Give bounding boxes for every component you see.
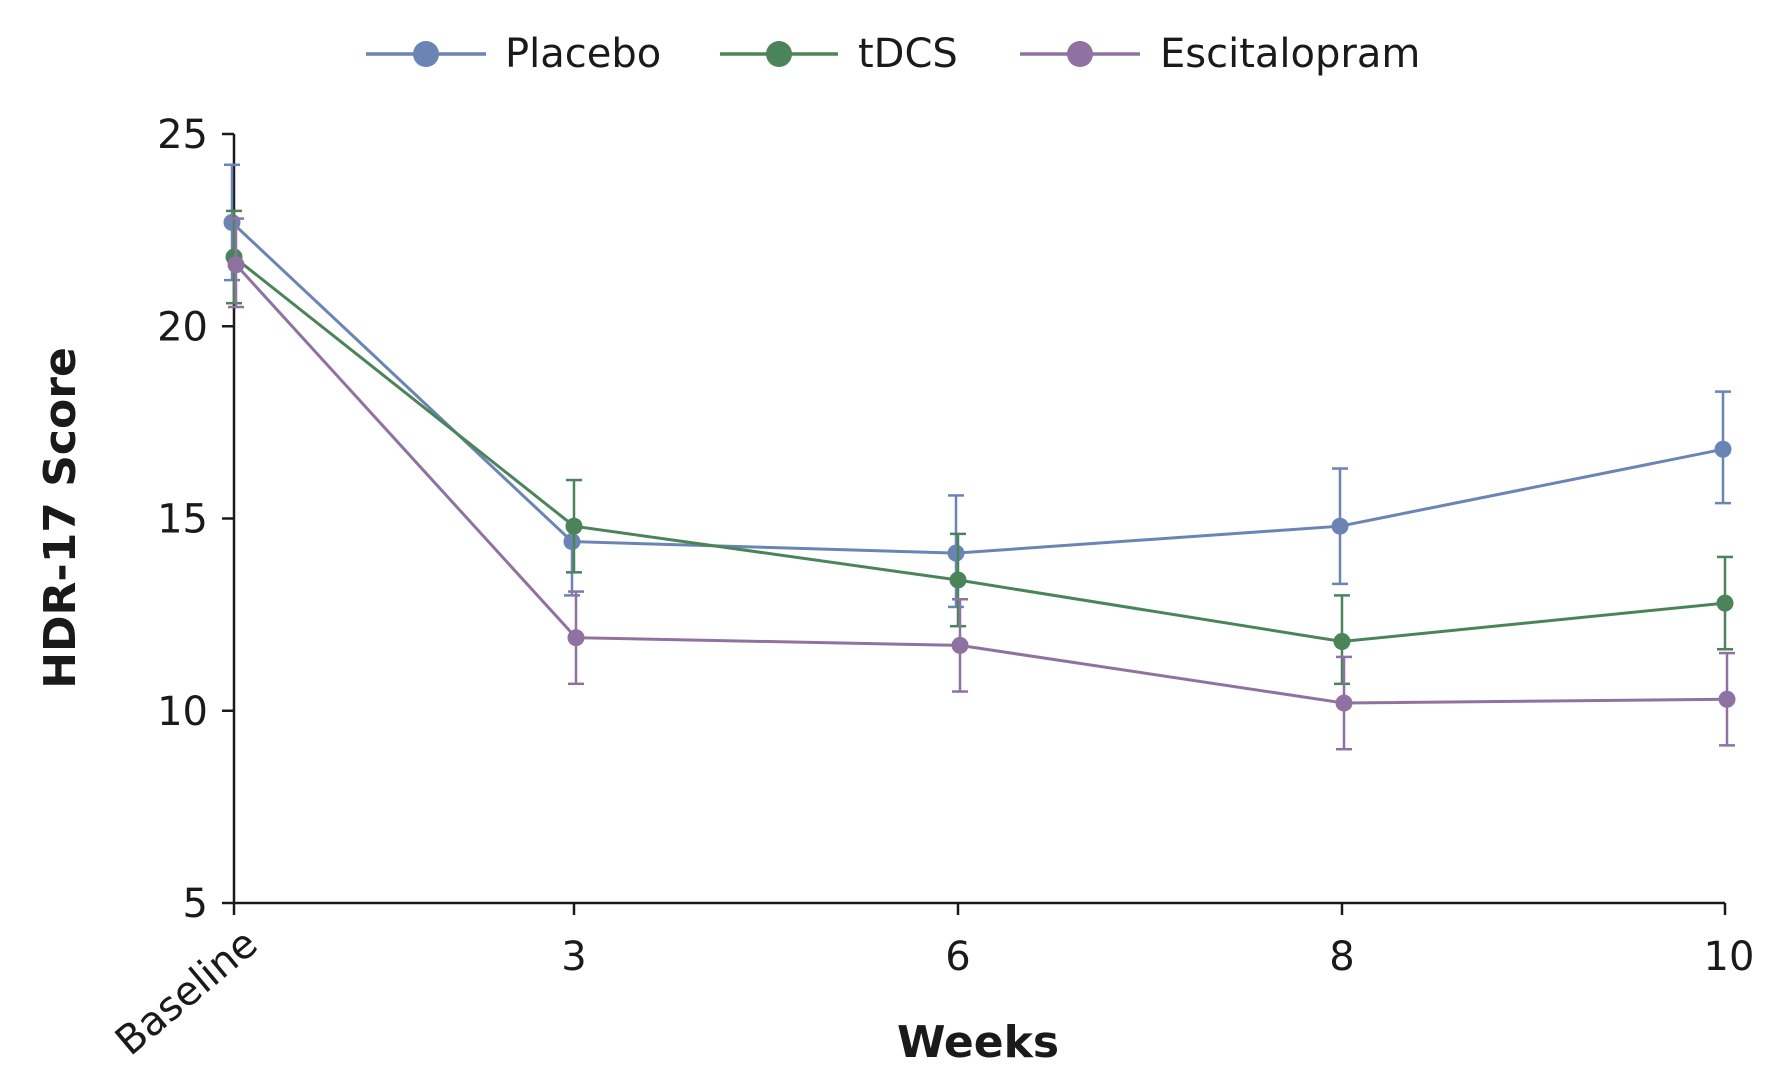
data-point	[949, 571, 967, 589]
x-tick-label: 6	[945, 934, 970, 980]
data-point	[227, 256, 245, 274]
y-tick-label: 5	[183, 881, 208, 927]
x-tick-label: 8	[1329, 934, 1354, 980]
series-layer	[223, 163, 1736, 751]
y-tick-label: 10	[157, 689, 208, 735]
x-tick-label: Baseline	[107, 920, 266, 1064]
data-point	[1714, 440, 1732, 458]
data-point	[563, 533, 581, 551]
legend: Placebo tDCS Escitalopram	[366, 31, 1420, 77]
data-point	[567, 629, 585, 647]
legend-marker	[766, 41, 792, 67]
y-tick-label: 20	[157, 304, 208, 350]
data-point	[223, 213, 241, 231]
data-point	[947, 544, 965, 562]
series-line	[233, 255, 1726, 644]
data-point	[951, 636, 969, 654]
data-point	[1335, 694, 1353, 712]
legend-label: Placebo	[505, 31, 661, 77]
x-tick-label: 3	[561, 934, 586, 980]
legend-marker	[1067, 41, 1093, 67]
legend-item-tdcs: tDCS	[720, 31, 958, 77]
y-tick-label: 25	[157, 112, 208, 158]
y-axis-title: HDR-17 Score	[35, 347, 86, 689]
data-point	[1331, 517, 1349, 535]
x-tick-label: 10	[1704, 934, 1755, 980]
y-tick-label: 15	[157, 497, 208, 543]
legend-label: tDCS	[858, 31, 958, 77]
legend-item-placebo: Placebo	[366, 31, 661, 77]
series-line	[234, 263, 1728, 705]
data-point	[1716, 594, 1734, 612]
x-axis-title: Weeks	[897, 1017, 1059, 1068]
legend-label: Escitalopram	[1160, 31, 1420, 77]
series-escitalopram	[227, 217, 1736, 751]
series-tdcs	[225, 209, 1734, 686]
data-point	[565, 517, 583, 535]
data-point	[1333, 633, 1351, 651]
y-axis: 5 10 15 20 25	[157, 112, 236, 927]
legend-item-escitalopram: Escitalopram	[1020, 31, 1420, 77]
legend-marker	[413, 41, 439, 67]
data-point	[1718, 690, 1736, 708]
series-placebo	[223, 163, 1732, 609]
